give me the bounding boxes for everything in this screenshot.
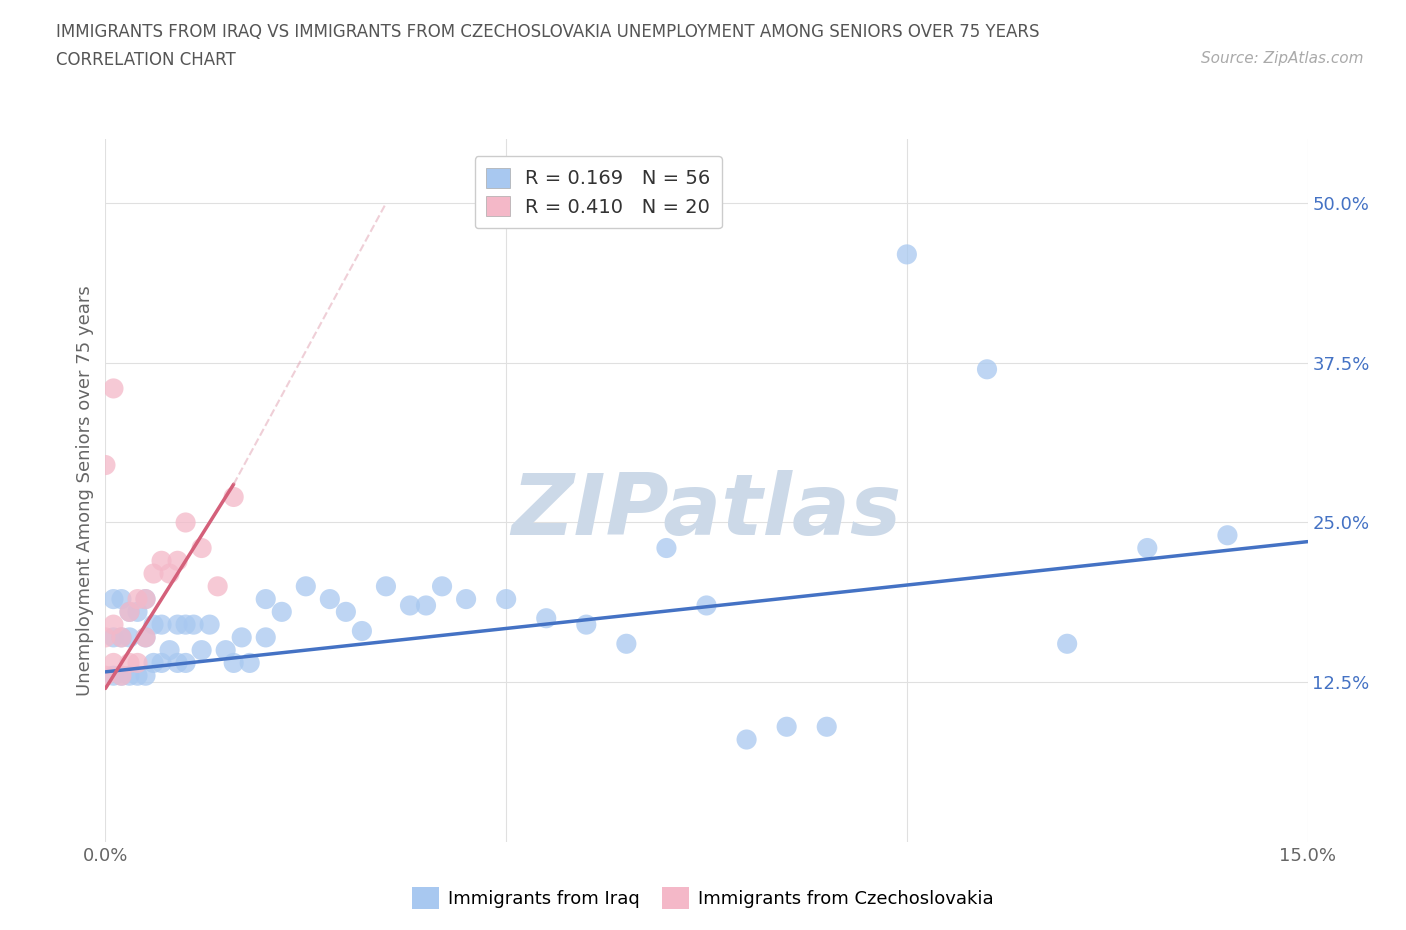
Point — [166, 656, 188, 671]
Point — [103, 630, 125, 644]
Point — [183, 618, 205, 632]
Point — [94, 458, 117, 472]
Text: CORRELATION CHART: CORRELATION CHART — [56, 51, 236, 69]
Point — [142, 656, 165, 671]
Point — [94, 669, 117, 684]
Point — [655, 540, 678, 555]
Point — [103, 381, 125, 396]
Point — [103, 656, 125, 671]
Point — [815, 719, 838, 734]
Point — [110, 630, 132, 644]
Point — [142, 618, 165, 632]
Point — [94, 630, 117, 644]
Point — [110, 630, 132, 644]
Y-axis label: Unemployment Among Seniors over 75 years: Unemployment Among Seniors over 75 years — [76, 286, 94, 696]
Point — [135, 630, 157, 644]
Point — [110, 669, 132, 684]
Point — [254, 591, 277, 606]
Point — [735, 732, 758, 747]
Point — [150, 656, 173, 671]
Point — [190, 540, 212, 555]
Point — [110, 591, 132, 606]
Point — [135, 591, 157, 606]
Point — [166, 553, 188, 568]
Point — [135, 591, 157, 606]
Point — [976, 362, 998, 377]
Point — [118, 669, 141, 684]
Point — [190, 643, 212, 658]
Point — [350, 623, 373, 638]
Point — [174, 656, 197, 671]
Text: IMMIGRANTS FROM IRAQ VS IMMIGRANTS FROM CZECHOSLOVAKIA UNEMPLOYMENT AMONG SENIOR: IMMIGRANTS FROM IRAQ VS IMMIGRANTS FROM … — [56, 23, 1040, 41]
Legend: Immigrants from Iraq, Immigrants from Czechoslovakia: Immigrants from Iraq, Immigrants from Cz… — [405, 880, 1001, 916]
Point — [127, 656, 149, 671]
Point — [616, 636, 638, 651]
Point — [166, 618, 188, 632]
Point — [150, 553, 173, 568]
Point — [118, 630, 141, 644]
Point — [174, 618, 197, 632]
Point — [103, 591, 125, 606]
Point — [1216, 528, 1239, 543]
Point — [374, 578, 398, 593]
Point — [239, 656, 262, 671]
Point — [430, 578, 453, 593]
Point — [207, 578, 229, 593]
Point — [118, 604, 141, 619]
Text: Source: ZipAtlas.com: Source: ZipAtlas.com — [1201, 51, 1364, 66]
Point — [198, 618, 221, 632]
Point — [295, 578, 318, 593]
Point — [534, 611, 557, 626]
Point — [896, 247, 918, 262]
Point — [399, 598, 422, 613]
Point — [118, 604, 141, 619]
Point — [415, 598, 437, 613]
Point — [214, 643, 236, 658]
Point — [319, 591, 342, 606]
Point — [150, 618, 173, 632]
Point — [1056, 636, 1078, 651]
Point — [1136, 540, 1159, 555]
Point — [222, 656, 245, 671]
Point — [231, 630, 253, 644]
Point — [222, 489, 245, 504]
Point — [454, 591, 477, 606]
Point — [270, 604, 292, 619]
Point — [103, 669, 125, 684]
Point — [174, 515, 197, 530]
Point — [127, 604, 149, 619]
Point — [575, 618, 598, 632]
Point — [495, 591, 517, 606]
Legend: R = 0.169   N = 56, R = 0.410   N = 20: R = 0.169 N = 56, R = 0.410 N = 20 — [475, 156, 723, 229]
Point — [135, 669, 157, 684]
Point — [696, 598, 718, 613]
Point — [335, 604, 357, 619]
Point — [142, 566, 165, 581]
Text: ZIPatlas: ZIPatlas — [512, 471, 901, 553]
Point — [135, 630, 157, 644]
Point — [110, 669, 132, 684]
Point — [159, 643, 181, 658]
Point — [103, 618, 125, 632]
Point — [254, 630, 277, 644]
Point — [118, 656, 141, 671]
Point — [127, 669, 149, 684]
Point — [776, 719, 799, 734]
Point — [159, 566, 181, 581]
Point — [127, 591, 149, 606]
